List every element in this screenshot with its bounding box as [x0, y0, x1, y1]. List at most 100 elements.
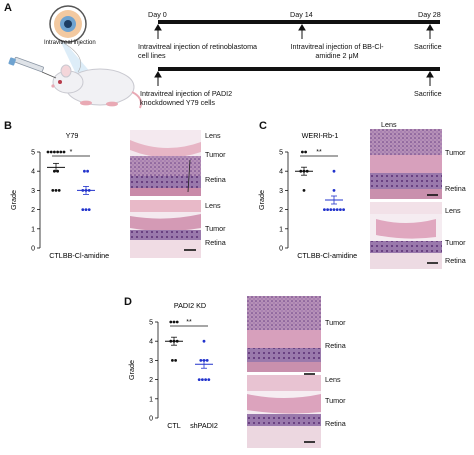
y-tick-label: 2 [149, 377, 153, 384]
x-tick-label: BB-Cl-amidine [311, 251, 357, 260]
data-point [172, 320, 176, 324]
data-point [207, 378, 211, 381]
timeline-step-sacrifice-2: Sacrifice [414, 89, 442, 98]
data-point [51, 189, 55, 192]
histology-label-lens-c1: Lens [381, 120, 397, 129]
y-tick-label: 1 [279, 226, 283, 233]
chart-title: PADI2 KD [174, 301, 206, 310]
data-point [86, 169, 89, 173]
y-tick-label: 5 [279, 150, 283, 157]
data-point [171, 359, 174, 362]
significance-marker: ** [316, 149, 322, 156]
data-point [202, 339, 206, 343]
y-tick-label: 5 [31, 150, 35, 157]
y-tick-label: 3 [279, 188, 283, 195]
y-tick-label: 3 [149, 358, 153, 365]
histology-label-tumor-d1: Tumor [325, 318, 346, 327]
histology-image-b [130, 130, 201, 258]
y-tick-label: 0 [279, 246, 283, 253]
histology-label-retina-d2: Retina [325, 419, 346, 428]
x-tick-label: shPADI2 [190, 421, 218, 430]
panel-label-a: A [4, 2, 12, 14]
data-point [49, 150, 53, 154]
chart-weri-rb-1: WERI-Rb-1 Grade 0 1 2 3 4 5 CTL BB-Cl-amidine ** [257, 131, 357, 260]
data-point [87, 208, 91, 211]
chart-title: WERI-Rb-1 [302, 131, 339, 140]
timeline-chart [154, 20, 440, 86]
panel-label-c: C [259, 120, 267, 132]
histology-image-d [247, 296, 321, 448]
timeline-step-injection-knockdown: Intravitreal injection of PADI2 knockdow… [140, 89, 233, 107]
data-point [174, 359, 177, 362]
histology-label-lens-b2: Lens [205, 201, 221, 210]
data-point [301, 150, 304, 154]
day-0-label: Day 0 [148, 10, 167, 19]
data-point [59, 150, 63, 154]
panel-label-b: B [4, 120, 12, 132]
histology-label-retina-d1: Retina [325, 341, 346, 350]
data-point [302, 189, 306, 192]
data-point [304, 150, 307, 154]
data-point [56, 150, 59, 154]
y-tick-label: 3 [31, 188, 35, 195]
data-point [197, 378, 201, 381]
data-point [81, 208, 85, 211]
data-point [335, 208, 339, 211]
data-point [84, 208, 88, 211]
data-point [332, 189, 336, 192]
timeline-step-injection-cells: Intravitreal injection of retinoblastoma… [138, 42, 258, 60]
data-point [54, 189, 58, 192]
data-point [329, 208, 333, 211]
data-point [175, 320, 179, 324]
data-point [83, 169, 86, 173]
y-axis-label: Grade [257, 190, 266, 210]
data-point [53, 150, 56, 154]
x-tick-label: BB-Cl-amidine [63, 251, 109, 260]
day-14-label: Day 14 [290, 10, 313, 19]
y-tick-label: 2 [31, 207, 35, 214]
histology-label-tumor-c2: Tumor [445, 238, 466, 247]
y-tick-label: 1 [31, 226, 35, 233]
data-point [342, 208, 345, 211]
histology-image-c [370, 129, 442, 269]
histology-label-retina-b2: Retina [205, 238, 226, 247]
data-point [326, 208, 329, 211]
y-tick-label: 0 [149, 416, 153, 423]
significance-marker: * [70, 149, 73, 156]
y-tick-label: 4 [31, 169, 35, 176]
y-axis-label: Grade [9, 190, 18, 210]
x-tick-label: CTL [167, 421, 181, 430]
data-point [205, 359, 209, 362]
histology-label-retina-b1: Retina [205, 175, 226, 184]
y-axis-label: Grade [127, 360, 136, 380]
mouse-injection-illustration [8, 5, 142, 109]
data-point [57, 189, 61, 192]
y-tick-label: 5 [149, 320, 153, 327]
significance-marker: ** [186, 319, 192, 326]
chart-padi2-kd: PADI2 KD Grade 0 1 2 3 4 5 CTL shPADI2 ** [127, 301, 218, 430]
y-tick-label: 4 [279, 169, 283, 176]
histology-label-lens-d2: Lens [325, 375, 341, 384]
timeline-step-injection-drug: Intravitreal injection of BB-Cl-amidine … [290, 42, 384, 60]
y-tick-label: 4 [149, 339, 153, 346]
histology-label-lens-c2: Lens [445, 206, 461, 215]
histology-label-retina-c2: Retina [445, 256, 466, 265]
y-tick-label: 1 [149, 396, 153, 403]
histology-label-tumor-c1: Tumor [445, 148, 466, 157]
chart-y79: Y79 Grade 0 1 2 3 4 5 CTL BB-Cl-amidine * [9, 131, 109, 260]
data-point [199, 359, 203, 362]
y-tick-label: 2 [279, 207, 283, 214]
data-point [332, 169, 336, 173]
data-point [62, 150, 66, 154]
data-point [201, 378, 204, 381]
histology-label-retina-c1: Retina [445, 184, 466, 193]
y-tick-label: 0 [31, 246, 35, 253]
data-point [323, 208, 326, 211]
histology-label-tumor-d2: Tumor [325, 396, 346, 405]
panel-label-d: D [124, 296, 132, 308]
day-28-label: Day 28 [418, 10, 441, 19]
data-point [204, 378, 207, 381]
data-point [46, 150, 50, 154]
chart-title: Y79 [66, 131, 79, 140]
data-point [339, 208, 342, 211]
